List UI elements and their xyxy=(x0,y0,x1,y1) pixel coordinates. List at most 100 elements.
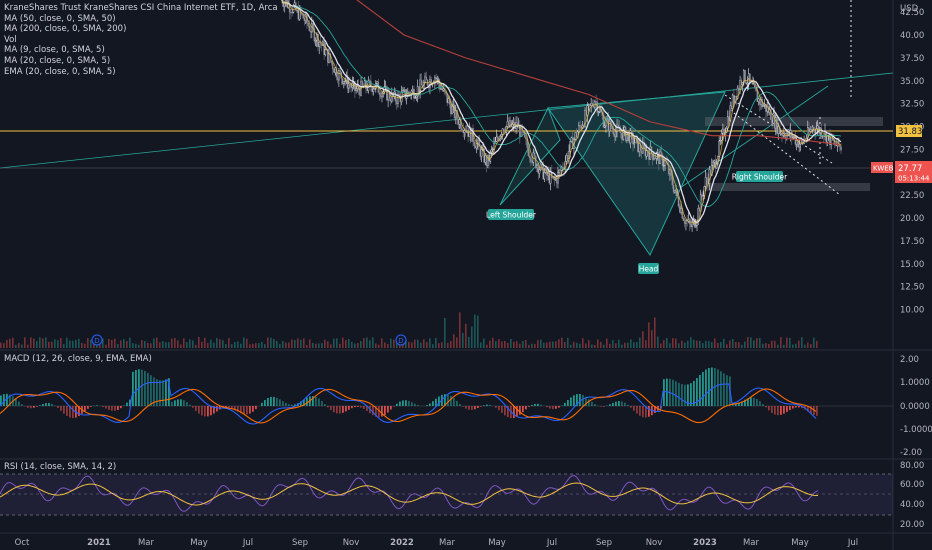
macd-hist-bar xyxy=(126,402,128,406)
volume-bar xyxy=(174,338,176,348)
chart-title[interactable]: KraneShares Trust KraneShares CSI China … xyxy=(4,3,278,13)
macd-hist-bar xyxy=(435,398,437,406)
candle-body xyxy=(654,157,656,160)
volume-bar xyxy=(498,339,500,348)
macd-hist-bar xyxy=(51,403,53,406)
volume-bar xyxy=(21,344,23,348)
volume-bar xyxy=(597,339,599,348)
candle-body xyxy=(341,78,344,85)
volume-bar xyxy=(750,337,752,348)
volume-bar xyxy=(3,343,5,348)
volume-bar xyxy=(144,341,146,348)
volume-bar xyxy=(816,340,818,348)
macd-hist-bar xyxy=(513,406,515,418)
macd-hist-bar xyxy=(732,404,734,406)
candle-body xyxy=(407,91,409,97)
macd-hist-bar xyxy=(216,406,218,412)
candle-body xyxy=(290,12,292,14)
macd-tick-label: -2.00 xyxy=(900,448,922,458)
volume-bar xyxy=(252,343,254,348)
legend-vol[interactable]: Vol xyxy=(4,34,17,45)
rsi-pane-label[interactable]: RSI (14, close, SMA, 14, 2) xyxy=(4,462,117,472)
rsi-axis[interactable]: 80.00 60.00 40.00 20.00 xyxy=(900,461,924,530)
volume-bar xyxy=(336,338,338,348)
candle-body xyxy=(537,165,540,174)
volume-bar xyxy=(795,343,797,348)
candle-body xyxy=(592,105,595,108)
legend-ma50[interactable]: MA (50, close, 0, SMA, 50) xyxy=(4,13,116,24)
macd-hist-bar xyxy=(243,406,245,415)
volume-bar xyxy=(681,340,683,348)
macd-hist-bar xyxy=(15,398,17,406)
macd-hist-bar xyxy=(801,406,803,409)
time-tick-label: Jul xyxy=(242,538,253,548)
candle-body xyxy=(744,70,746,83)
candle-body xyxy=(585,110,588,116)
legend-ema20[interactable]: EMA (20, close, 0, SMA, 5) xyxy=(4,66,116,77)
volume-bar xyxy=(180,344,182,348)
candle-body xyxy=(484,155,487,163)
macd-hist-bar xyxy=(447,394,449,406)
volume-bar xyxy=(636,342,638,348)
candle-body xyxy=(619,131,622,134)
volume-bar xyxy=(30,337,32,348)
candle-body xyxy=(533,152,536,157)
volume-bar xyxy=(246,338,248,348)
candle-body xyxy=(661,154,664,167)
volume-bar xyxy=(282,340,284,348)
time-tick-label: May xyxy=(190,538,208,548)
left-shoulder-label[interactable]: Left Shoulder xyxy=(486,209,537,220)
macd-pane-label[interactable]: MACD (12, 26, close, 9, EMA, EMA) xyxy=(4,354,152,364)
volume-bar xyxy=(510,338,512,348)
macd-hist-bar xyxy=(453,398,455,406)
candle-body xyxy=(461,128,463,131)
macd-axis[interactable]: 2.00 1.0000 0.0000 -1.0000 -2.00 xyxy=(900,355,932,458)
volume-bar xyxy=(678,343,680,348)
macd-hist-bar xyxy=(180,399,182,406)
macd-hist-bar xyxy=(141,369,143,406)
candle-body xyxy=(578,125,580,133)
legend-ma200[interactable]: MA (200, close, 0, SMA, 200) xyxy=(4,24,127,35)
candle-body xyxy=(543,172,546,180)
volume-bar xyxy=(627,342,629,348)
volume-bar xyxy=(756,338,758,348)
macd-hist-bar xyxy=(654,406,656,413)
macd-hist-bar xyxy=(702,371,704,406)
time-axis[interactable]: Oct 2021 Mar May Jul Sep Nov 2022 Mar May Jul Sep No… xyxy=(15,538,858,548)
volume-bar xyxy=(618,339,620,348)
legend-ma9[interactable]: MA (9, close, 0, SMA, 5) xyxy=(4,45,105,56)
candle-body xyxy=(366,88,368,91)
dividend-marker[interactable]: D xyxy=(91,334,103,346)
right-shoulder-text: Right Shoulder xyxy=(732,173,788,182)
macd-hist-bar xyxy=(252,406,254,412)
volume-bar xyxy=(261,341,263,348)
volume-bar xyxy=(177,340,179,348)
candle-body xyxy=(355,88,357,91)
macd-hist-bar xyxy=(462,406,464,407)
volume-bar xyxy=(537,340,539,348)
macd-hist-bar xyxy=(102,406,104,408)
volume-bar xyxy=(423,339,425,348)
dividend-marker[interactable]: D xyxy=(395,334,407,346)
right-shoulder-label[interactable]: Right Shoulder xyxy=(732,171,788,182)
candle-body xyxy=(368,80,371,82)
volume-bar xyxy=(81,342,83,348)
time-tick-label: Sep xyxy=(596,538,612,548)
candle-body xyxy=(622,129,624,140)
time-tick-label: Sep xyxy=(292,538,308,548)
macd-hist-bar xyxy=(777,406,779,416)
volume-bar xyxy=(729,340,731,348)
volume-bar xyxy=(546,342,548,348)
volume-bar xyxy=(426,341,428,348)
candle-body xyxy=(840,146,842,151)
volume-bar xyxy=(237,341,239,348)
macd-hist-bar xyxy=(174,400,176,406)
volume-bar xyxy=(51,341,53,348)
head-label[interactable]: Head xyxy=(638,263,659,274)
candle-body xyxy=(770,109,772,120)
macd-hist-bar xyxy=(642,406,644,418)
legend-ma20[interactable]: MA (20, close, 0, SMA, 5) xyxy=(4,55,111,66)
candle-body xyxy=(528,155,531,159)
macd-hist-bar xyxy=(345,406,347,412)
